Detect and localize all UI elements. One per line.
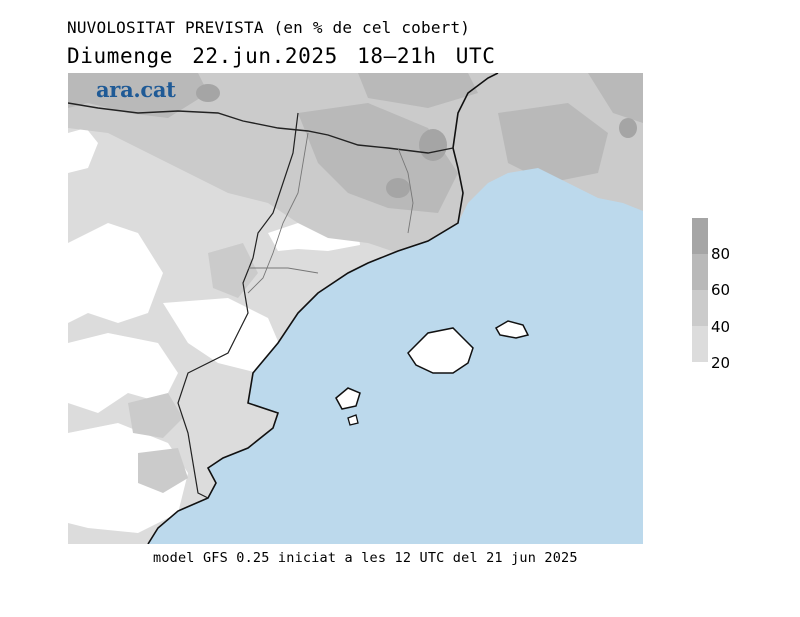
region-border bbox=[177, 112, 299, 499]
coastline bbox=[147, 73, 499, 544]
cloud-cover-map bbox=[68, 73, 643, 544]
island-menorca bbox=[494, 320, 530, 339]
legend-label-80: 80 bbox=[711, 245, 731, 263]
internal-border bbox=[247, 132, 414, 294]
cloud-cover-legend bbox=[692, 218, 708, 362]
island-formentera bbox=[347, 414, 359, 426]
legend-swatch-20-40 bbox=[692, 326, 708, 362]
legend-label-20: 20 bbox=[711, 354, 731, 372]
legend-label-40: 40 bbox=[711, 318, 731, 336]
model-run-caption: model GFS 0.25 iniciat a les 12 UTC del … bbox=[153, 550, 578, 566]
island-ibiza bbox=[335, 387, 361, 410]
map-title: NUVOLOSITAT PREVISTA (en % de cel cobert… bbox=[67, 18, 471, 37]
forecast-period: Diumenge 22.jun.2025 18–21h UTC bbox=[67, 44, 496, 68]
island-mallorca bbox=[407, 327, 474, 374]
legend-label-60: 60 bbox=[711, 281, 731, 299]
cloud-60-80 bbox=[68, 73, 643, 213]
legend-swatch-80-100 bbox=[692, 218, 708, 254]
mediterranean-sea bbox=[148, 168, 643, 544]
legend-swatch-40-60 bbox=[692, 290, 708, 326]
ara-cat-logo: ara.cat bbox=[96, 77, 176, 102]
legend-swatch-60-80 bbox=[692, 254, 708, 290]
country-border bbox=[68, 102, 454, 154]
